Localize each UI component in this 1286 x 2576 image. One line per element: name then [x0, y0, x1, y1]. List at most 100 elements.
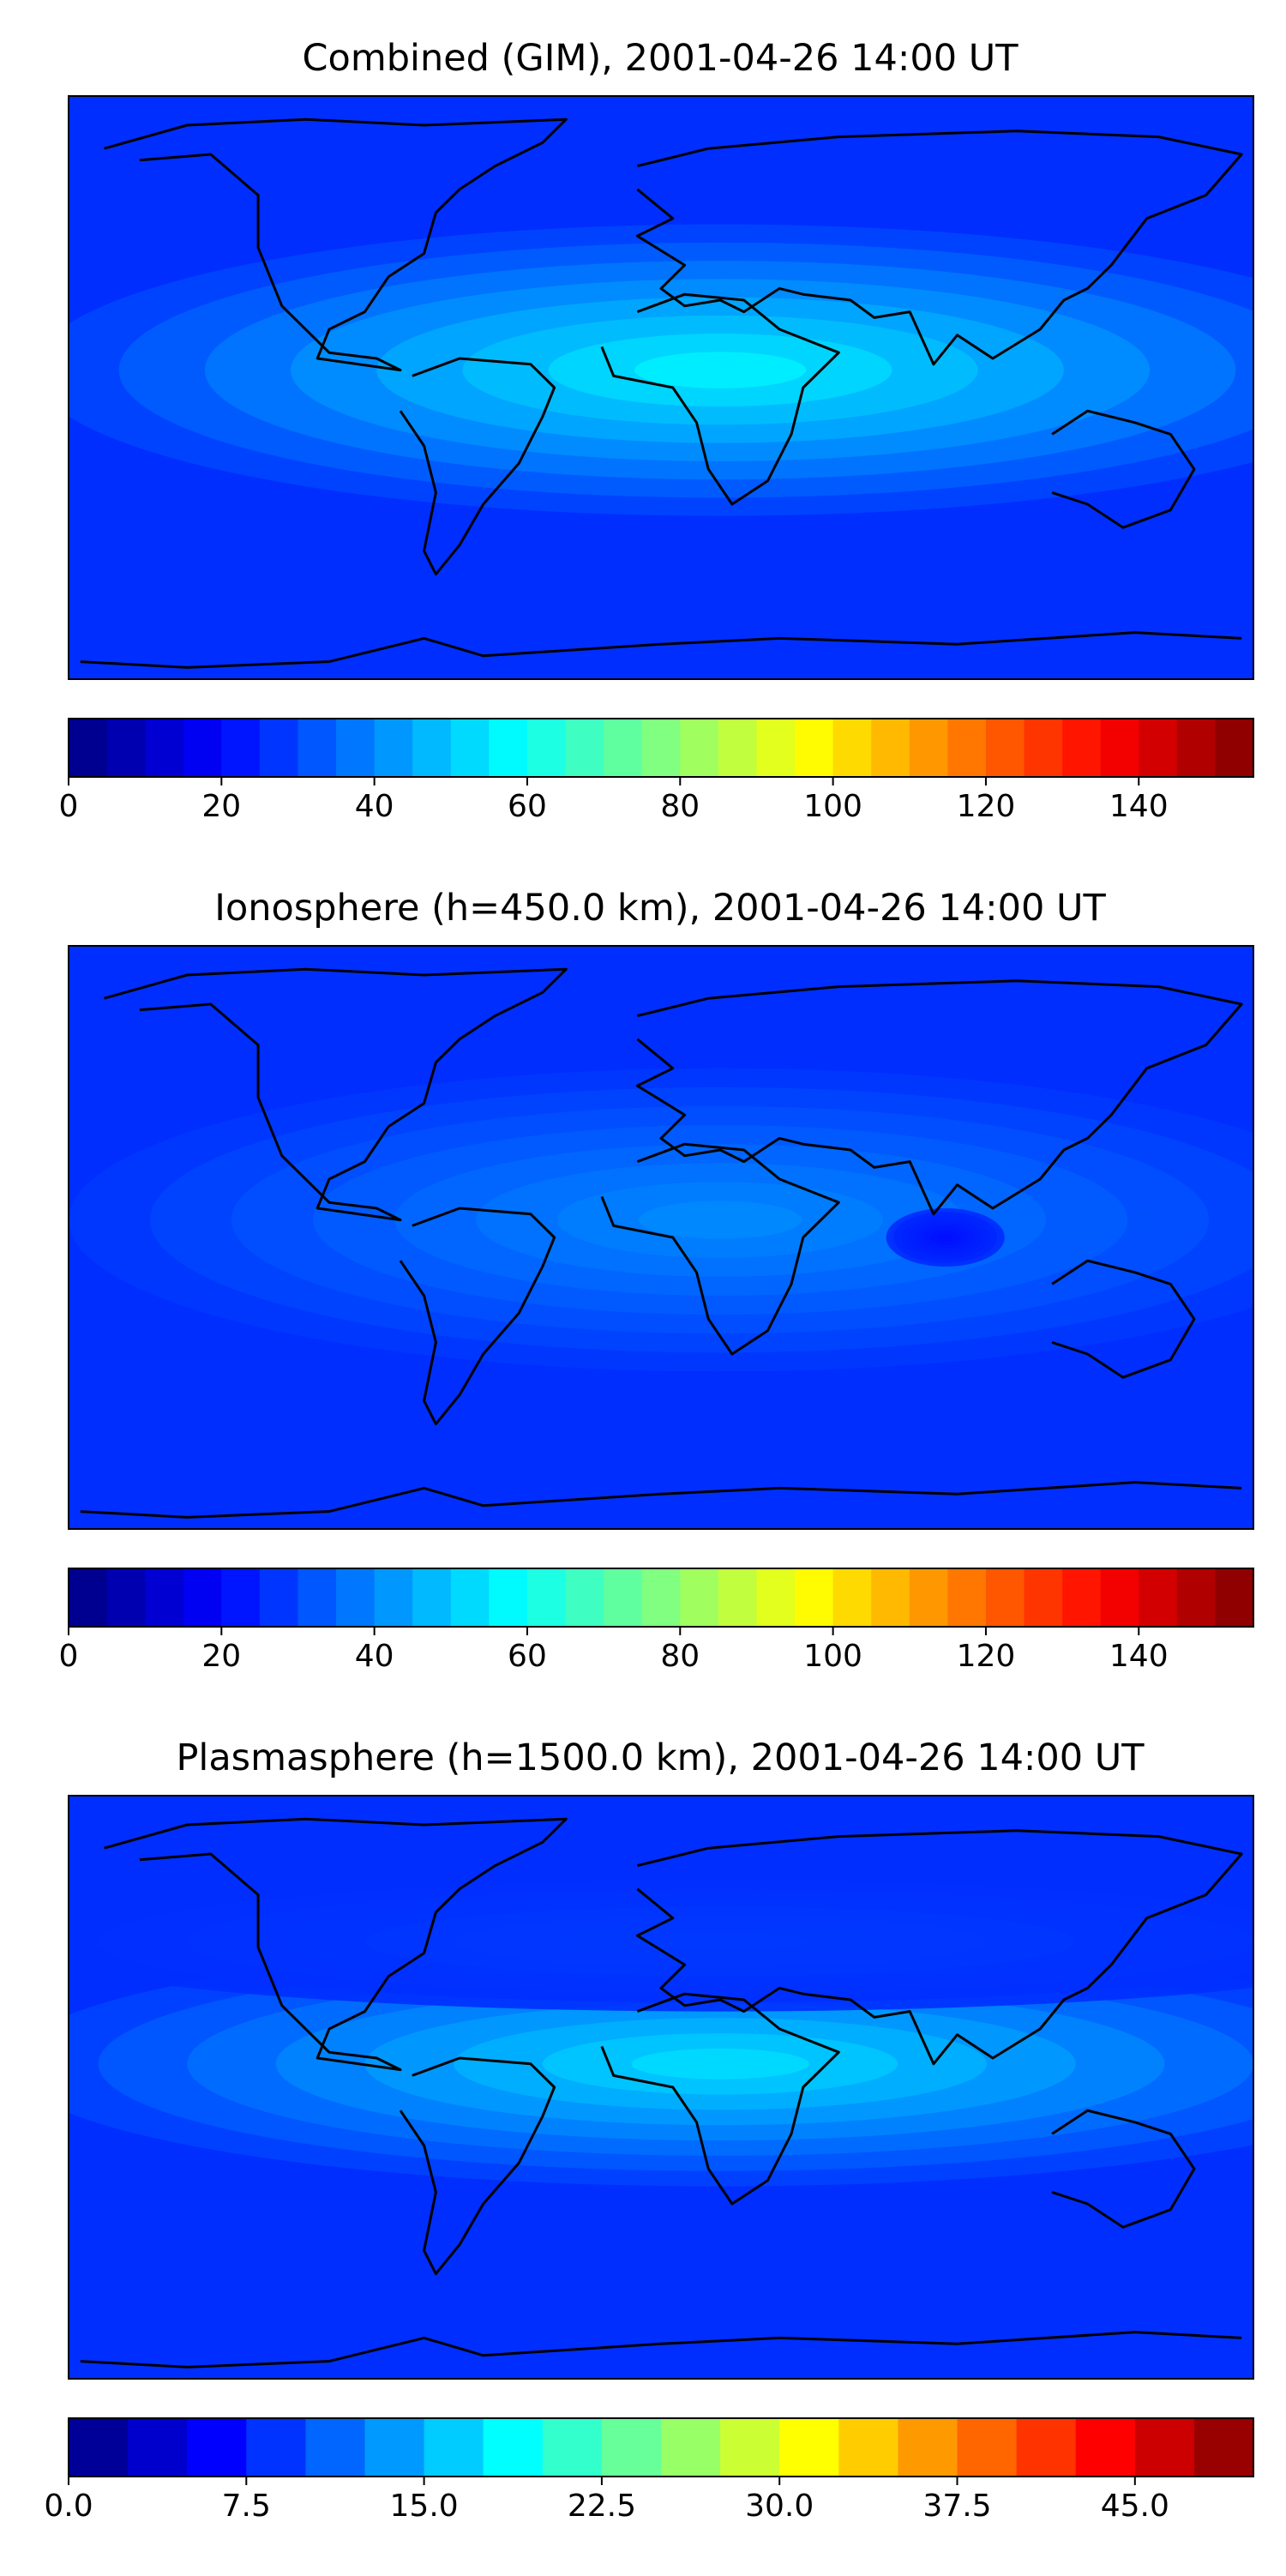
- colorbar-tick-label: 20: [201, 789, 241, 824]
- colorbar-segment: [106, 719, 146, 777]
- colorbar-frame: [68, 1568, 1254, 1628]
- colorbar-segment: [756, 719, 796, 777]
- colorbar-frame: [68, 718, 1254, 778]
- colorbar-segment: [1062, 1568, 1102, 1627]
- contour-band: [634, 352, 807, 388]
- colorbar-tick-label: 37.5: [922, 2489, 991, 2524]
- colorbar-segment: [412, 719, 452, 777]
- colorbar-segment: [641, 719, 681, 777]
- colorbar-segment: [221, 1568, 261, 1627]
- colorbar-segment: [718, 719, 758, 777]
- colorbar-segment: [871, 719, 910, 777]
- colorbar-segment: [957, 2418, 1018, 2477]
- colorbar-tick-label: 0: [59, 789, 79, 824]
- colorbar-segment: [69, 719, 108, 777]
- colorbar-segment: [795, 719, 834, 777]
- coastline: [104, 967, 568, 1222]
- colorbar-segment: [1016, 2418, 1077, 2477]
- coastline: [104, 1817, 568, 2072]
- colorbar-tick-label: 0.0: [44, 2489, 93, 2524]
- coastline: [104, 117, 568, 372]
- colorbar-segment: [145, 1568, 184, 1627]
- colorbar-segment: [1139, 1568, 1178, 1627]
- colorbar-segment: [542, 2418, 603, 2477]
- colorbar-segment: [336, 1568, 376, 1627]
- tec-map: [68, 945, 1254, 1530]
- colorbar-segment: [526, 1568, 567, 1627]
- colorbar-segment: [832, 719, 872, 777]
- panel-plasmasphere: Plasmasphere (h=1500.0 km), 2001-04-26 1…: [44, 1736, 1254, 2524]
- coastline: [600, 1142, 840, 1356]
- colorbar-segment: [1139, 719, 1178, 777]
- colorbar-segment: [297, 1568, 337, 1627]
- colorbar-segment: [69, 2418, 129, 2477]
- colorbar-segment: [720, 2418, 780, 2477]
- map-frame: [68, 1795, 1254, 2380]
- colorbar-tick-label: 30.0: [745, 2489, 814, 2524]
- colorbar-segment: [680, 719, 719, 777]
- colorbar-segment: [483, 2418, 544, 2477]
- colorbar-segment: [450, 1568, 490, 1627]
- colorbar-tick-label: 60: [508, 789, 547, 824]
- coastline: [399, 2056, 556, 2276]
- colorbar-segment: [183, 1568, 222, 1627]
- colorbar-segment: [779, 2418, 839, 2477]
- colorbar-tick-label: 40: [355, 1639, 394, 1674]
- colorbar-segment: [305, 2418, 366, 2477]
- contour-band: [631, 2048, 809, 2079]
- colorbar-segment: [364, 2418, 425, 2477]
- colorbar-segment: [336, 719, 376, 777]
- colorbar-segment: [641, 1568, 681, 1627]
- colorbar-segment: [680, 1568, 719, 1627]
- coastline: [635, 129, 1243, 366]
- colorbar-segment: [489, 719, 528, 777]
- colorbar-segment: [450, 719, 490, 777]
- panel-combined: Combined (GIM), 2001-04-26 14:00 UT 0 20 4…: [59, 37, 1254, 824]
- colorbar-segment: [1100, 719, 1139, 777]
- colorbar-segment: [412, 1568, 452, 1627]
- colorbar-segment: [183, 719, 222, 777]
- colorbar-tick-label: 15.0: [390, 2489, 459, 2524]
- colorbar-segment: [297, 719, 337, 777]
- coastline: [1051, 409, 1196, 529]
- map-frame: [68, 945, 1254, 1530]
- coastline: [80, 631, 1242, 669]
- colorbar-segment: [1215, 719, 1254, 777]
- colorbar-tick-label: 100: [803, 789, 862, 824]
- colorbar-segment: [1193, 2418, 1254, 2477]
- colorbar-segment: [898, 2418, 958, 2477]
- colorbar-segment: [947, 719, 987, 777]
- colorbar-segment: [565, 719, 604, 777]
- colorbar-frame: [68, 2417, 1254, 2477]
- tec-map: [68, 1795, 1254, 2380]
- colorbar-tick-label: 40: [355, 789, 394, 824]
- tec-map: [68, 95, 1254, 680]
- colorbar-segment: [985, 1568, 1025, 1627]
- colorbar-tick-label: 120: [957, 1639, 1016, 1674]
- colorbar-segment: [604, 1568, 643, 1627]
- panel-ionosphere: Ionosphere (h=450.0 km), 2001-04-26 14:0…: [59, 887, 1254, 1674]
- contour-band: [639, 1201, 802, 1239]
- colorbar-tick-label: 100: [803, 1639, 862, 1674]
- colorbar-segment: [1024, 1568, 1063, 1627]
- colorbar-segment: [69, 1568, 108, 1627]
- colorbar-tick-label: 60: [508, 1639, 547, 1674]
- colorbar-segment: [489, 1568, 528, 1627]
- colorbar-segment: [526, 719, 567, 777]
- colorbar-tick-label: 80: [660, 789, 700, 824]
- panel-title: Combined (GIM), 2001-04-26 14:00 UT: [302, 37, 1019, 80]
- colorbar-segment: [1134, 2418, 1195, 2477]
- colorbar-segment: [374, 1568, 413, 1627]
- colorbar-segment: [832, 1568, 872, 1627]
- colorbar-segment: [374, 719, 413, 777]
- colorbar-segment: [1062, 719, 1102, 777]
- colorbar-tick-label: 20: [201, 1639, 241, 1674]
- colorbar-segment: [128, 2418, 188, 2477]
- coastline: [635, 1829, 1243, 2066]
- panel-title: Plasmasphere (h=1500.0 km), 2001-04-26 1…: [176, 1736, 1145, 1779]
- colorbar-segment: [1176, 719, 1217, 777]
- colorbar-segment: [246, 2418, 306, 2477]
- colorbar-segment: [871, 1568, 910, 1627]
- contour-band: [631, 1932, 809, 1951]
